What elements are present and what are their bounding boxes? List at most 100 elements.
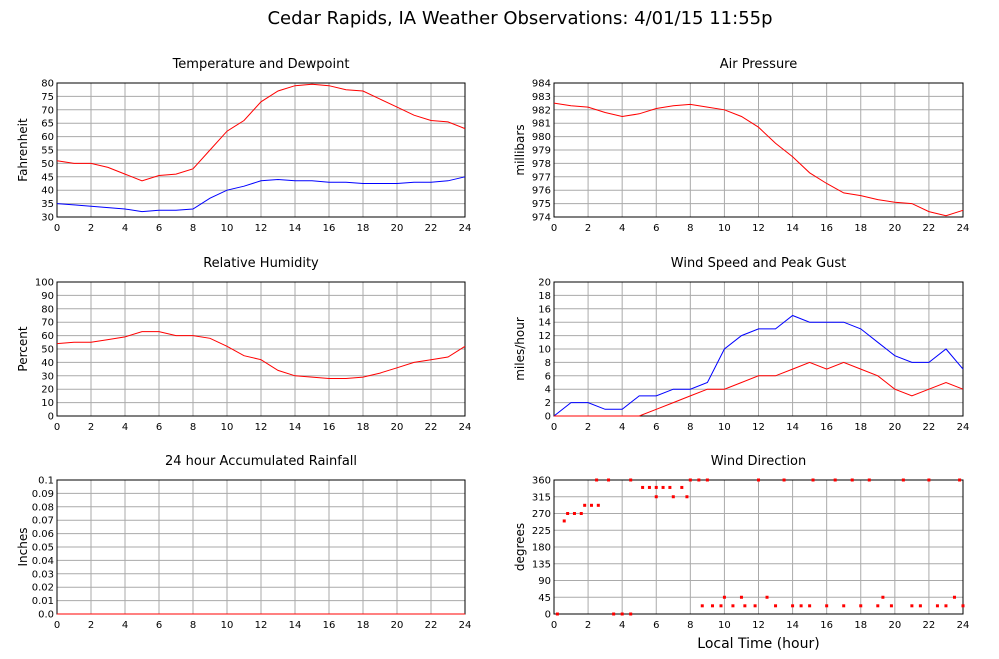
data-point [629,478,633,482]
x-tick-label: 8 [687,422,693,433]
x-tick-label: 20 [888,223,901,234]
page-title: Cedar Rapids, IA Weather Observations: 4… [267,8,772,29]
data-point [719,604,723,608]
y-tick-label: 0.03 [32,569,54,580]
chart-title: 24 hour Accumulated Rainfall [165,454,357,469]
data-point [782,478,786,482]
y-tick-label: 0.01 [32,596,54,607]
x-tick-label: 22 [923,620,936,631]
x-tick-label: 20 [888,422,901,433]
x-tick-label: 6 [156,422,162,433]
x-tick-label: 10 [718,620,731,631]
data-point [589,503,593,507]
data-line [56,83,466,182]
y-tick-label: 0.0 [38,610,54,621]
x-tick-label: 4 [619,422,625,433]
y-tick-label: 979 [532,146,551,157]
y-tick-label: 30 [41,213,54,224]
data-point [668,485,672,489]
x-tick-label: 18 [854,620,867,631]
y-tick-label: 70 [41,318,54,329]
y-tick-label: 50 [41,159,54,170]
y-tick-label: 80 [41,304,54,315]
data-point [910,604,914,608]
y-tick-label: 0 [545,412,551,423]
data-point [647,485,651,489]
data-point [889,604,893,608]
data-point [595,478,599,482]
data-point [753,604,757,608]
y-tick-label: 60 [41,132,54,143]
y-tick-label: 0.09 [32,489,54,500]
data-point [799,604,803,608]
chart-panel: Wind Direction degrees Local Time (hour) 0 4… [513,454,969,652]
y-tick-label: 0.07 [32,516,54,527]
x-tick-label: 12 [255,422,268,433]
data-point [680,485,684,489]
x-tick-label: 10 [221,223,234,234]
y-tick-label: 45 [538,593,551,604]
x-tick-label: 8 [190,422,196,433]
x-tick-label: 22 [923,223,936,234]
x-tick-label: 8 [687,620,693,631]
x-tick-label: 20 [391,422,404,433]
x-tick-label: 12 [752,620,765,631]
data-point [859,604,863,608]
x-tick-label: 0 [54,422,60,433]
y-tick-label: 180 [532,543,551,554]
data-point [927,478,931,482]
chart-title: Wind Speed and Peak Gust [671,256,846,271]
y-tick-label: 975 [532,199,551,210]
x-tick-label: 14 [786,422,799,433]
x-tick-label: 14 [786,620,799,631]
x-tick-label: 16 [323,223,336,234]
data-point [901,478,905,482]
y-tick-label: 20 [41,385,54,396]
chart-panel: Air Pressure millibars 974 975 976 977 978 979 9… [513,57,969,234]
data-point [842,604,846,608]
x-tick-label: 24 [957,422,970,433]
data-point [791,604,795,608]
y-tick-label: 10 [538,345,551,356]
data-point [918,604,922,608]
data-point [774,604,778,608]
x-tick-label: 18 [854,223,867,234]
x-axis-label: Local Time (hour) [697,636,819,652]
x-tick-label: 12 [255,620,268,631]
x-tick-label: 2 [88,422,94,433]
x-tick-label: 8 [190,223,196,234]
data-point [562,519,566,523]
x-tick-label: 20 [391,620,404,631]
y-tick-label: 14 [538,318,551,329]
x-tick-label: 24 [957,223,970,234]
y-tick-label: 225 [532,526,551,537]
data-point [876,604,880,608]
x-tick-label: 2 [585,223,591,234]
x-tick-label: 22 [425,620,438,631]
x-tick-label: 4 [619,223,625,234]
x-tick-label: 24 [459,620,472,631]
x-tick-label: 0 [551,422,557,433]
y-axis-label: Percent [16,326,30,371]
x-tick-label: 16 [323,620,336,631]
data-point [579,512,583,515]
x-tick-label: 0 [551,620,557,631]
data-point [743,604,747,608]
y-tick-label: 976 [532,186,551,197]
x-tick-label: 18 [357,422,370,433]
data-line [56,331,466,379]
y-tick-label: 0 [545,610,551,621]
y-tick-label: 0.06 [32,529,54,540]
x-tick-label: 4 [122,620,128,631]
y-tick-label: 983 [532,92,551,103]
x-tick-label: 16 [820,620,833,631]
y-tick-label: 2 [545,398,551,409]
data-point [641,485,645,489]
data-point [722,595,726,599]
y-tick-label: 20 [538,278,551,289]
y-tick-label: 10 [41,398,54,409]
data-point [952,595,956,599]
data-point [705,478,709,482]
y-tick-label: 974 [532,213,551,224]
